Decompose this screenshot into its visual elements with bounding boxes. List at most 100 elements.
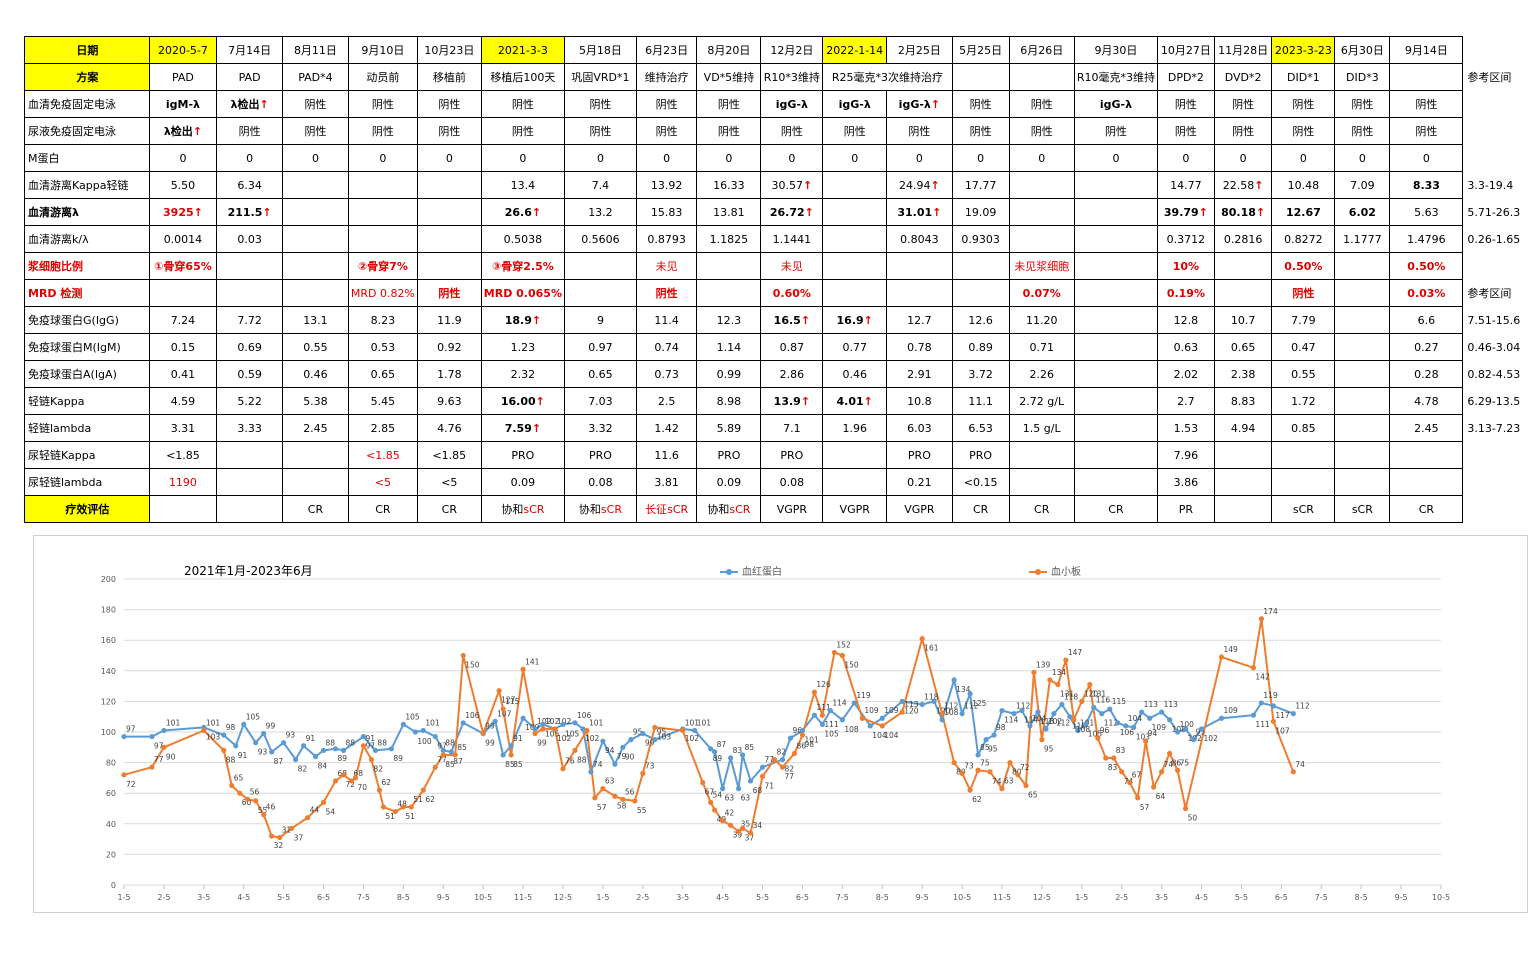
reference-range: 参考区间 — [1467, 287, 1512, 300]
data-label: 86 — [1172, 758, 1182, 767]
table-cell: 阴性 — [635, 279, 698, 307]
data-label: 113 — [1040, 717, 1055, 726]
cell-text: 0 — [1422, 151, 1430, 165]
cell-text: 阴性 — [1415, 125, 1438, 138]
table-cell: R10*3维持 — [760, 63, 824, 91]
cell-text: 阴性 — [1415, 98, 1438, 111]
cell-text: 0.89 — [968, 340, 993, 354]
cell-text: 0.15 — [170, 340, 196, 354]
data-point — [999, 786, 1005, 792]
table-cell: 0.53 — [347, 333, 418, 361]
cell-text: 0.27 — [1414, 340, 1439, 354]
data-label: 51 — [413, 795, 423, 804]
cell-text: 17.77 — [964, 178, 997, 192]
row-label: MRD 检测 — [24, 279, 150, 307]
data-point — [320, 799, 327, 805]
data-point — [1218, 715, 1225, 721]
cell-text: 11.20 — [1025, 313, 1058, 327]
data-label: 85 — [980, 743, 990, 752]
table-cell: 5.22 — [216, 387, 284, 415]
table-cell — [1073, 360, 1159, 388]
table-cell — [1073, 333, 1159, 361]
x-tick-label: 5-5 — [1235, 893, 1248, 902]
cell-text: 2.86 — [779, 367, 805, 381]
cell-text: 长征sCR — [645, 503, 689, 516]
data-point — [819, 712, 826, 718]
cell-text: 未见浆细胞 — [1014, 260, 1070, 273]
table-cell — [1334, 414, 1391, 442]
data-label: 120 — [936, 706, 951, 715]
cell-text: 阴性 — [1351, 125, 1374, 138]
row-label: 免疫球蛋白G(IgG) — [24, 306, 150, 334]
x-tick-label: 3-5 — [1155, 893, 1168, 902]
table-cell: CR — [282, 495, 349, 523]
table-cell: 0.74 — [635, 333, 698, 361]
table-cell: 26.6↑ — [480, 198, 565, 226]
table-cell: 1.4796 — [1389, 225, 1464, 253]
table-cell: VGPR — [760, 495, 824, 523]
table-cell: 5.45 — [347, 387, 418, 415]
table-cell — [416, 198, 482, 226]
table-cell: 2.02 — [1157, 360, 1215, 388]
table-row: 血清游离Kappa轻链 5.50 6.34 13.4 7.4 13.92 16.33 30.5… — [24, 171, 1536, 199]
table-cell: 0 — [347, 144, 418, 172]
data-label: 118 — [1064, 692, 1079, 701]
data-point — [380, 804, 387, 810]
cell-text: 0.8043 — [900, 232, 939, 246]
cell-text: 0.97 — [588, 340, 613, 354]
data-point — [1083, 721, 1089, 727]
data-point — [939, 717, 945, 723]
cell-text: 26.72 — [769, 205, 805, 219]
table-cell: 10.8 — [886, 387, 953, 415]
cell-text: 5月25日 — [959, 44, 1003, 57]
cell-text: 阴性 — [511, 125, 534, 138]
table-cell: 阴性 — [347, 90, 418, 118]
table-cell: 0.65 — [1213, 333, 1273, 361]
cell-text: sCR — [1292, 502, 1314, 516]
x-tick-label: 5-5 — [756, 893, 769, 902]
data-label: 72 — [126, 780, 136, 789]
data-point — [1135, 795, 1141, 801]
up-arrow-icon: ↑ — [535, 394, 545, 408]
table-cell: 8.98 — [696, 387, 762, 415]
data-point — [368, 756, 375, 763]
data-point — [919, 701, 925, 708]
data-label: 99 — [266, 722, 276, 731]
table-cell: 1.1441 — [760, 225, 824, 253]
x-tick-label: 9-5 — [1395, 893, 1408, 902]
data-label: 85 — [457, 743, 467, 752]
data-label: 109 — [884, 706, 899, 715]
data-label: 85 — [745, 743, 755, 752]
cell-text: 16.5 — [773, 313, 801, 327]
row-label: 浆细胞比例 — [24, 252, 150, 280]
reference-range — [1463, 118, 1536, 145]
cell-text: 阴性 — [655, 98, 678, 111]
table-cell: PR — [1157, 495, 1215, 523]
table-cell: 0.47 — [1271, 333, 1336, 361]
table-cell: 18.9↑ — [480, 306, 565, 334]
table-cell — [1213, 495, 1273, 523]
data-point — [983, 737, 989, 743]
x-tick-label: 9-5 — [437, 893, 450, 902]
cell-text: 0.46 — [303, 367, 328, 381]
table-cell: 0.21 — [886, 468, 953, 496]
data-point — [269, 833, 275, 839]
data-point — [1035, 709, 1041, 715]
cell-text: 协和 — [578, 503, 601, 516]
data-point — [1107, 706, 1113, 712]
data-point — [899, 709, 905, 715]
y-tick-label: 0 — [111, 881, 116, 890]
table-cell: 0.03 — [216, 225, 284, 253]
data-label: 131 — [1060, 690, 1075, 699]
table-cell: 阴性 — [216, 117, 284, 145]
table-cell: 0 — [635, 144, 698, 172]
data-point — [261, 730, 267, 737]
cell-text: igG-λ — [1099, 97, 1133, 111]
table-cell: 0.89 — [951, 333, 1010, 361]
up-arrow-icon: ↑ — [804, 205, 814, 219]
data-point — [1071, 717, 1077, 723]
data-point — [1143, 738, 1149, 744]
data-point — [1091, 704, 1097, 711]
data-label: 115 — [505, 697, 520, 706]
cell-text: 11.4 — [654, 313, 679, 327]
